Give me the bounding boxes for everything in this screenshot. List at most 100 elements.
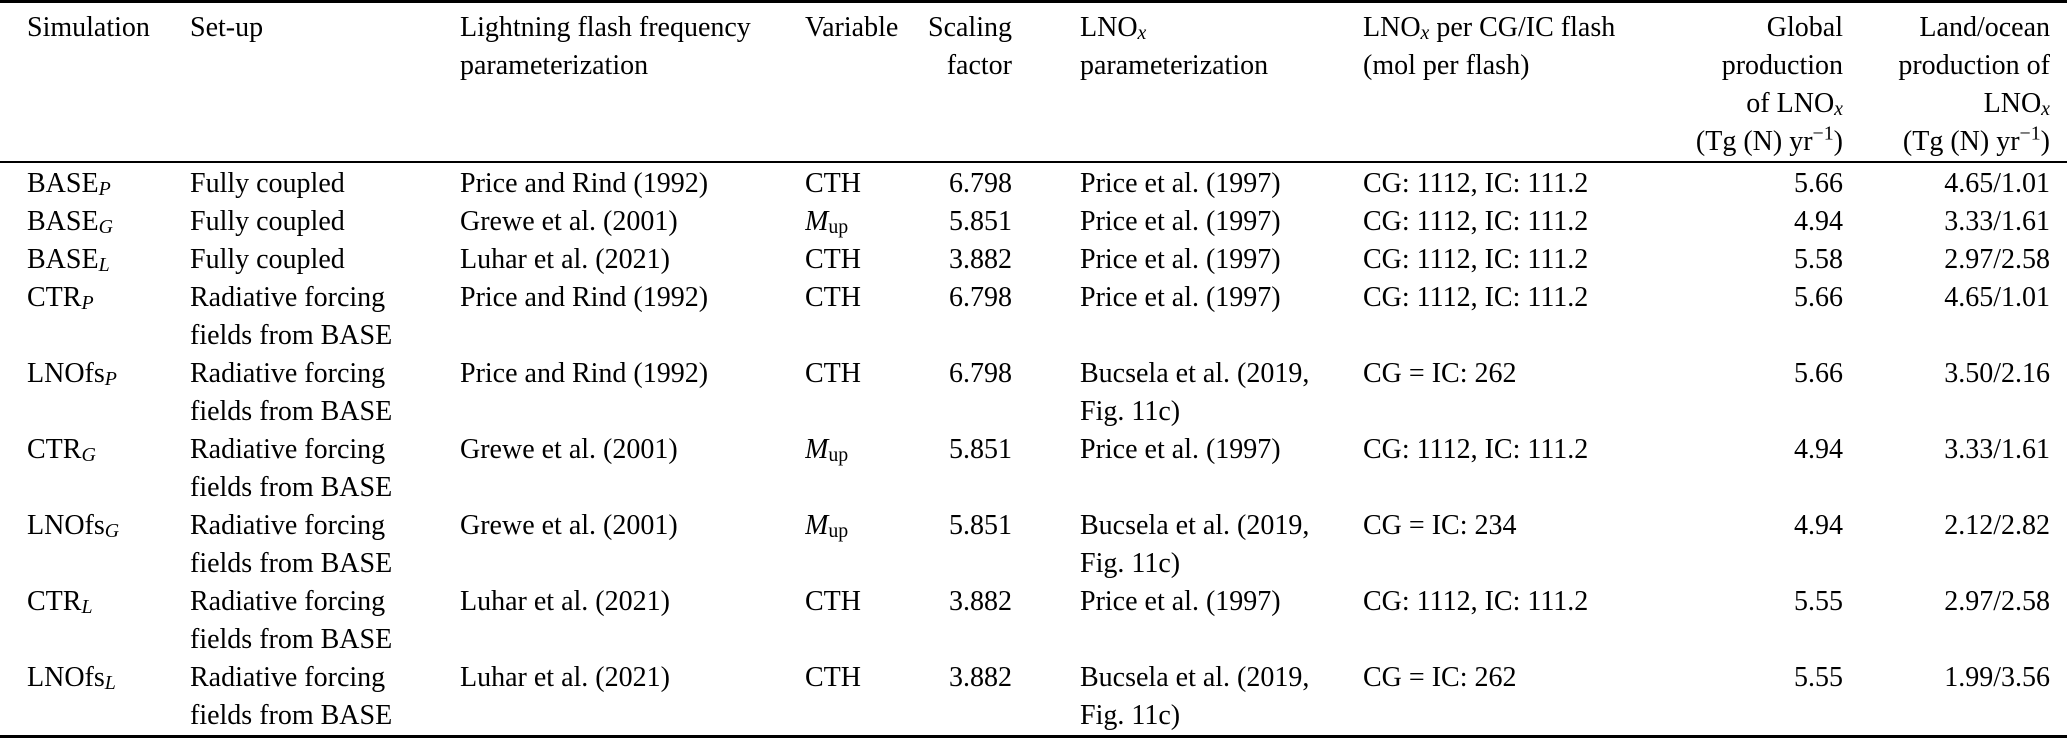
table-row: BASEG Fully coupled Grewe et al. (2001) Mup… bbox=[0, 203, 2067, 241]
cell-variable: Mup bbox=[805, 434, 849, 466]
cell-flash-frequency-parameterization: Price and Rind (1992) bbox=[460, 282, 709, 313]
cell-lnox-parameterization: Price et al. (1997) bbox=[1080, 206, 1281, 237]
cell-scaling-factor: 5.851 bbox=[949, 434, 1012, 465]
cell-land-ocean-production: 4.65/1.01 bbox=[1944, 282, 2050, 313]
cell-lnox-parameterization: Price et al. (1997) bbox=[1080, 586, 1281, 617]
cell-variable: CTH bbox=[805, 168, 861, 199]
table-row: BASEP Fully coupled Price and Rind (1992) C… bbox=[0, 162, 2067, 203]
header-row: Simulation Set-up Lightning flash freque… bbox=[0, 1, 2067, 163]
cell-scaling-factor: 3.882 bbox=[949, 586, 1012, 617]
cell-variable: CTH bbox=[805, 586, 861, 617]
cell-flash-frequency-parameterization: Price and Rind (1992) bbox=[460, 168, 709, 199]
cell-lnox-per-flash: CG = IC: 262 bbox=[1363, 358, 1517, 389]
col-header-scaling-factor: Scaling factor bbox=[917, 1, 1012, 163]
cell-lnox-parameterization: Bucsela et al. (2019, Fig. 11c) bbox=[1080, 662, 1310, 731]
table-header: Simulation Set-up Lightning flash freque… bbox=[0, 1, 2067, 163]
cell-global-production: 5.66 bbox=[1794, 168, 1843, 199]
col-header-lnox-per-flash: LNOx per CG/IC flash (mol per flash) bbox=[1363, 1, 1663, 163]
table-row: CTRL Radiative forcing fields from BASE Lu… bbox=[0, 583, 2067, 659]
cell-global-production: 5.55 bbox=[1794, 662, 1843, 693]
cell-scaling-factor: 6.798 bbox=[949, 168, 1012, 199]
col-header-setup: Set-up bbox=[190, 1, 460, 163]
cell-global-production: 4.94 bbox=[1794, 434, 1843, 465]
table-row: CTRG Radiative forcing fields from BASE Gr… bbox=[0, 431, 2067, 507]
cell-flash-frequency-parameterization: Grewe et al. (2001) bbox=[460, 206, 678, 237]
cell-simulation: CTRL bbox=[27, 586, 93, 618]
cell-global-production: 4.94 bbox=[1794, 206, 1843, 237]
cell-setup: Fully coupled bbox=[190, 168, 345, 199]
cell-lnox-per-flash: CG: 1112, IC: 111.2 bbox=[1363, 168, 1589, 199]
cell-flash-frequency-parameterization: Grewe et al. (2001) bbox=[460, 510, 678, 541]
cell-variable: Mup bbox=[805, 510, 849, 542]
cell-lnox-parameterization: Price et al. (1997) bbox=[1080, 244, 1281, 275]
cell-flash-frequency-parameterization: Luhar et al. (2021) bbox=[460, 662, 670, 693]
cell-setup: Fully coupled bbox=[190, 244, 345, 275]
cell-simulation: BASEP bbox=[27, 168, 111, 200]
cell-scaling-factor: 5.851 bbox=[949, 510, 1012, 541]
cell-global-production: 5.58 bbox=[1794, 244, 1843, 275]
cell-flash-frequency-parameterization: Price and Rind (1992) bbox=[460, 358, 709, 389]
cell-variable: Mup bbox=[805, 206, 849, 238]
cell-global-production: 5.66 bbox=[1794, 282, 1843, 313]
cell-global-production: 4.94 bbox=[1794, 510, 1843, 541]
cell-setup: Radiative forcing fields from BASE bbox=[190, 282, 393, 351]
cell-simulation: LNOfsG bbox=[27, 510, 120, 542]
table-row: LNOfsL Radiative forcing fields from BASE… bbox=[0, 659, 2067, 737]
cell-simulation: LNOfsL bbox=[27, 662, 116, 694]
col-header-land-ocean-production: Land/ocean production of LNOx (Tg (N) yr−1) bbox=[1843, 1, 2067, 163]
table-row: CTRP Radiative forcing fields from BASE Pr… bbox=[0, 279, 2067, 355]
cell-scaling-factor: 6.798 bbox=[949, 358, 1012, 389]
col-header-flash-frequency-parameterization: Lightning flash frequency parameterizatio… bbox=[460, 1, 805, 163]
col-header-global-production: Global production of LNOx (Tg (N) yr−1) bbox=[1663, 1, 1843, 163]
cell-land-ocean-production: 3.33/1.61 bbox=[1944, 206, 2050, 237]
cell-variable: CTH bbox=[805, 358, 861, 389]
cell-lnox-per-flash: CG: 1112, IC: 111.2 bbox=[1363, 434, 1589, 465]
cell-scaling-factor: 6.798 bbox=[949, 282, 1012, 313]
cell-flash-frequency-parameterization: Luhar et al. (2021) bbox=[460, 244, 670, 275]
cell-global-production: 5.55 bbox=[1794, 586, 1843, 617]
cell-lnox-per-flash: CG: 1112, IC: 111.2 bbox=[1363, 206, 1589, 237]
cell-scaling-factor: 3.882 bbox=[949, 244, 1012, 275]
cell-land-ocean-production: 2.97/2.58 bbox=[1944, 586, 2050, 617]
cell-lnox-parameterization: Bucsela et al. (2019, Fig. 11c) bbox=[1080, 358, 1310, 427]
cell-lnox-per-flash: CG = IC: 234 bbox=[1363, 510, 1517, 541]
cell-global-production: 5.66 bbox=[1794, 358, 1843, 389]
cell-setup: Fully coupled bbox=[190, 206, 345, 237]
table-body: BASEP Fully coupled Price and Rind (1992) C… bbox=[0, 162, 2067, 737]
cell-land-ocean-production: 3.50/2.16 bbox=[1944, 358, 2050, 389]
cell-simulation: LNOfsP bbox=[27, 358, 117, 390]
cell-land-ocean-production: 3.33/1.61 bbox=[1944, 434, 2050, 465]
cell-land-ocean-production: 2.97/2.58 bbox=[1944, 244, 2050, 275]
cell-land-ocean-production: 4.65/1.01 bbox=[1944, 168, 2050, 199]
cell-setup: Radiative forcing fields from BASE bbox=[190, 662, 393, 731]
cell-variable: CTH bbox=[805, 662, 861, 693]
col-header-simulation: Simulation bbox=[0, 1, 190, 163]
cell-flash-frequency-parameterization: Luhar et al. (2021) bbox=[460, 586, 670, 617]
cell-land-ocean-production: 2.12/2.82 bbox=[1944, 510, 2050, 541]
cell-lnox-parameterization: Price et al. (1997) bbox=[1080, 282, 1281, 313]
cell-scaling-factor: 3.882 bbox=[949, 662, 1012, 693]
cell-flash-frequency-parameterization: Grewe et al. (2001) bbox=[460, 434, 678, 465]
cell-simulation: CTRG bbox=[27, 434, 96, 466]
cell-lnox-parameterization: Bucsela et al. (2019, Fig. 11c) bbox=[1080, 510, 1310, 579]
cell-lnox-per-flash: CG: 1112, IC: 111.2 bbox=[1363, 282, 1589, 313]
cell-simulation: CTRP bbox=[27, 282, 94, 314]
cell-lnox-per-flash: CG: 1112, IC: 111.2 bbox=[1363, 586, 1589, 617]
cell-scaling-factor: 5.851 bbox=[949, 206, 1012, 237]
cell-lnox-per-flash: CG: 1112, IC: 111.2 bbox=[1363, 244, 1589, 275]
cell-lnox-parameterization: Price et al. (1997) bbox=[1080, 434, 1281, 465]
table-row: LNOfsP Radiative forcing fields from BASE… bbox=[0, 355, 2067, 431]
table-row: LNOfsG Radiative forcing fields from BASE… bbox=[0, 507, 2067, 583]
cell-setup: Radiative forcing fields from BASE bbox=[190, 358, 393, 427]
cell-lnox-parameterization: Price et al. (1997) bbox=[1080, 168, 1281, 199]
table-row: BASEL Fully coupled Luhar et al. (2021) CTH… bbox=[0, 241, 2067, 279]
cell-setup: Radiative forcing fields from BASE bbox=[190, 434, 393, 503]
col-header-lnox-parameterization: LNOx parameterization bbox=[1012, 1, 1363, 163]
cell-variable: CTH bbox=[805, 244, 861, 275]
cell-setup: Radiative forcing fields from BASE bbox=[190, 510, 393, 579]
cell-lnox-per-flash: CG = IC: 262 bbox=[1363, 662, 1517, 693]
cell-simulation: BASEL bbox=[27, 244, 110, 276]
cell-variable: CTH bbox=[805, 282, 861, 313]
cell-land-ocean-production: 1.99/3.56 bbox=[1944, 662, 2050, 693]
